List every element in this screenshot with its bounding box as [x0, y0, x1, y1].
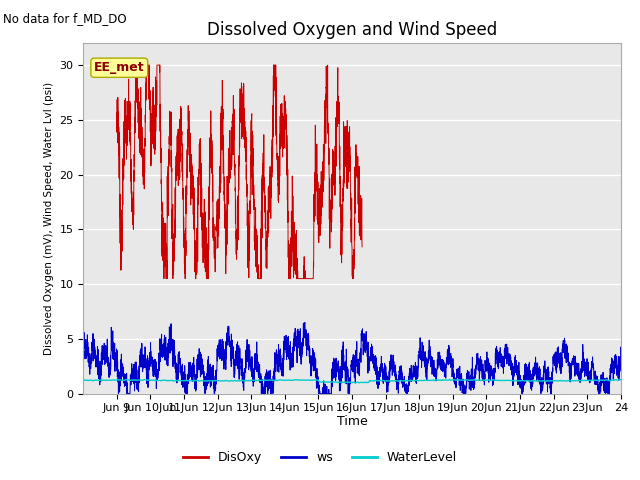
WaterLevel — [522, 378, 530, 384]
Text: EE_met: EE_met — [94, 61, 145, 74]
WaterLevel — [79, 378, 87, 384]
Legend: DisOxy, ws, WaterLevel: DisOxy, ws, WaterLevel — [178, 446, 462, 469]
Line: DisOxy: DisOxy — [116, 65, 362, 278]
Y-axis label: Dissolved Oxygen (mV), Wind Speed, Water Lvl (psi): Dissolved Oxygen (mV), Wind Speed, Water… — [44, 82, 54, 355]
Title: Dissolved Oxygen and Wind Speed: Dissolved Oxygen and Wind Speed — [207, 21, 497, 39]
X-axis label: Time: Time — [337, 415, 367, 428]
DisOxy — [125, 107, 133, 113]
DisOxy — [160, 276, 168, 281]
DisOxy — [358, 244, 366, 250]
WaterLevel — [339, 379, 347, 385]
DisOxy — [307, 276, 314, 281]
WaterLevel — [336, 379, 344, 385]
DisOxy — [132, 62, 140, 68]
ws — [310, 357, 317, 362]
DisOxy — [226, 128, 234, 133]
DisOxy — [351, 180, 359, 186]
Line: WaterLevel: WaterLevel — [83, 380, 621, 383]
Line: ws: ws — [83, 323, 621, 394]
WaterLevel — [372, 378, 380, 384]
ws — [79, 339, 87, 345]
Text: No data for f_MD_DO: No data for f_MD_DO — [3, 12, 127, 25]
WaterLevel — [355, 380, 363, 386]
ws — [617, 350, 625, 356]
ws — [601, 389, 609, 395]
ws — [115, 391, 122, 396]
WaterLevel — [617, 377, 625, 383]
WaterLevel — [606, 378, 614, 384]
WaterLevel — [401, 378, 409, 384]
WaterLevel — [141, 377, 148, 383]
ws — [305, 354, 313, 360]
DisOxy — [351, 208, 359, 214]
ws — [574, 368, 582, 373]
DisOxy — [232, 229, 240, 235]
DisOxy — [113, 97, 120, 103]
ws — [301, 320, 308, 325]
ws — [470, 385, 478, 391]
ws — [335, 367, 343, 372]
